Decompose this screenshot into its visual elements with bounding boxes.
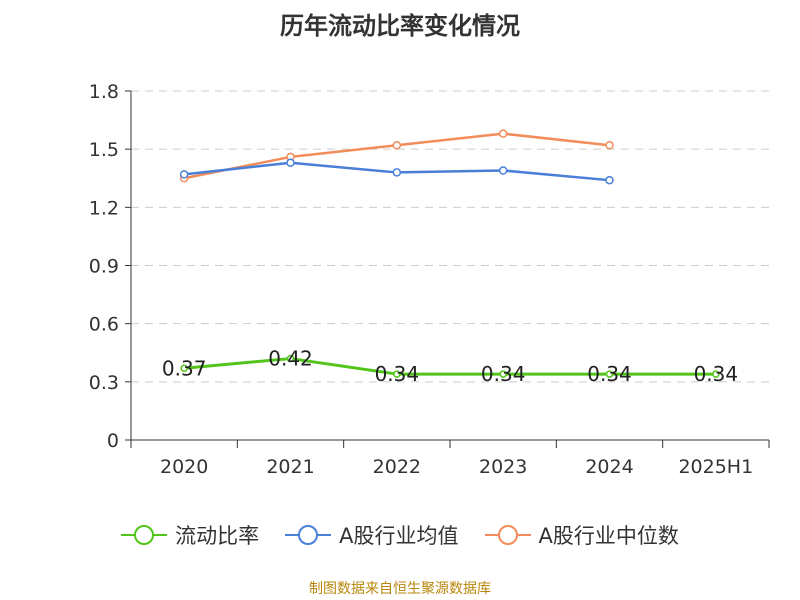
data-point-industry-mean-2024[interactable] bbox=[605, 175, 614, 185]
data-point-industry-mean-2023[interactable] bbox=[498, 166, 508, 175]
data-point-industry-mean-2021[interactable] bbox=[286, 158, 295, 167]
data-label-current-ratio-2023: 0.34 bbox=[481, 362, 526, 386]
x-tick-label-2020: 2020 bbox=[160, 456, 208, 478]
data-label-current-ratio-2024: 0.34 bbox=[587, 362, 632, 386]
x-tick-label-2025H1: 2025H1 bbox=[678, 456, 753, 478]
y-tick-label: 1.2 bbox=[89, 197, 119, 219]
legend: 流动比率 A股行业均值 A股行业中位数 bbox=[0, 520, 800, 550]
x-tick-label-2022: 2022 bbox=[373, 456, 421, 478]
legend-item-industry-median[interactable]: A股行业中位数 bbox=[484, 520, 679, 550]
legend-label-industry-median: A股行业中位数 bbox=[538, 524, 679, 548]
data-label-current-ratio-2021: 0.42 bbox=[268, 347, 313, 371]
y-tick-label: 0 bbox=[107, 430, 119, 452]
x-tick-label-2023: 2023 bbox=[479, 456, 527, 478]
x-tick-label-2021: 2021 bbox=[266, 456, 314, 478]
series-line-current-ratio bbox=[184, 357, 716, 376]
data-point-current-ratio-2023[interactable] bbox=[499, 370, 507, 378]
data-point-industry-median-2023[interactable] bbox=[498, 129, 508, 138]
legend-label-industry-mean: A股行业均值 bbox=[339, 524, 459, 548]
y-tick-label: 0.9 bbox=[89, 256, 119, 278]
data-point-current-ratio-2021[interactable] bbox=[286, 354, 295, 363]
legend-swatch-industry-median bbox=[484, 525, 531, 545]
data-point-industry-median-2022[interactable] bbox=[392, 141, 402, 150]
y-tick-label: 1.5 bbox=[89, 139, 119, 161]
data-label-current-ratio-2022: 0.34 bbox=[375, 362, 420, 386]
x-tick-label-2024: 2024 bbox=[585, 456, 633, 478]
data-point-industry-mean-2022[interactable] bbox=[392, 168, 402, 177]
legend-item-industry-mean[interactable]: A股行业均值 bbox=[285, 520, 459, 550]
y-tick-label: 1.8 bbox=[89, 81, 119, 103]
data-point-current-ratio-2025H1[interactable] bbox=[712, 370, 720, 378]
data-point-current-ratio-2022[interactable] bbox=[393, 370, 401, 378]
data-point-current-ratio-2020[interactable] bbox=[180, 364, 188, 373]
legend-item-current-ratio[interactable]: 流动比率 bbox=[121, 520, 259, 550]
source-note: 制图数据来自恒生聚源数据库 bbox=[309, 581, 491, 597]
data-label-current-ratio-2020: 0.37 bbox=[162, 356, 207, 380]
chart-title: 历年流动比率变化情况 bbox=[280, 12, 520, 40]
y-tick-label: 0.6 bbox=[89, 314, 119, 336]
data-point-current-ratio-2024[interactable] bbox=[605, 370, 614, 378]
data-point-industry-median-2024[interactable] bbox=[605, 141, 614, 150]
legend-swatch-industry-mean bbox=[285, 525, 332, 545]
legend-label-current-ratio: 流动比率 bbox=[175, 524, 260, 548]
data-label-current-ratio-2025H1: 0.34 bbox=[694, 362, 739, 386]
legend-swatch-current-ratio bbox=[121, 525, 168, 545]
y-tick-label: 0.3 bbox=[89, 372, 119, 394]
data-point-industry-mean-2020[interactable] bbox=[179, 170, 189, 179]
